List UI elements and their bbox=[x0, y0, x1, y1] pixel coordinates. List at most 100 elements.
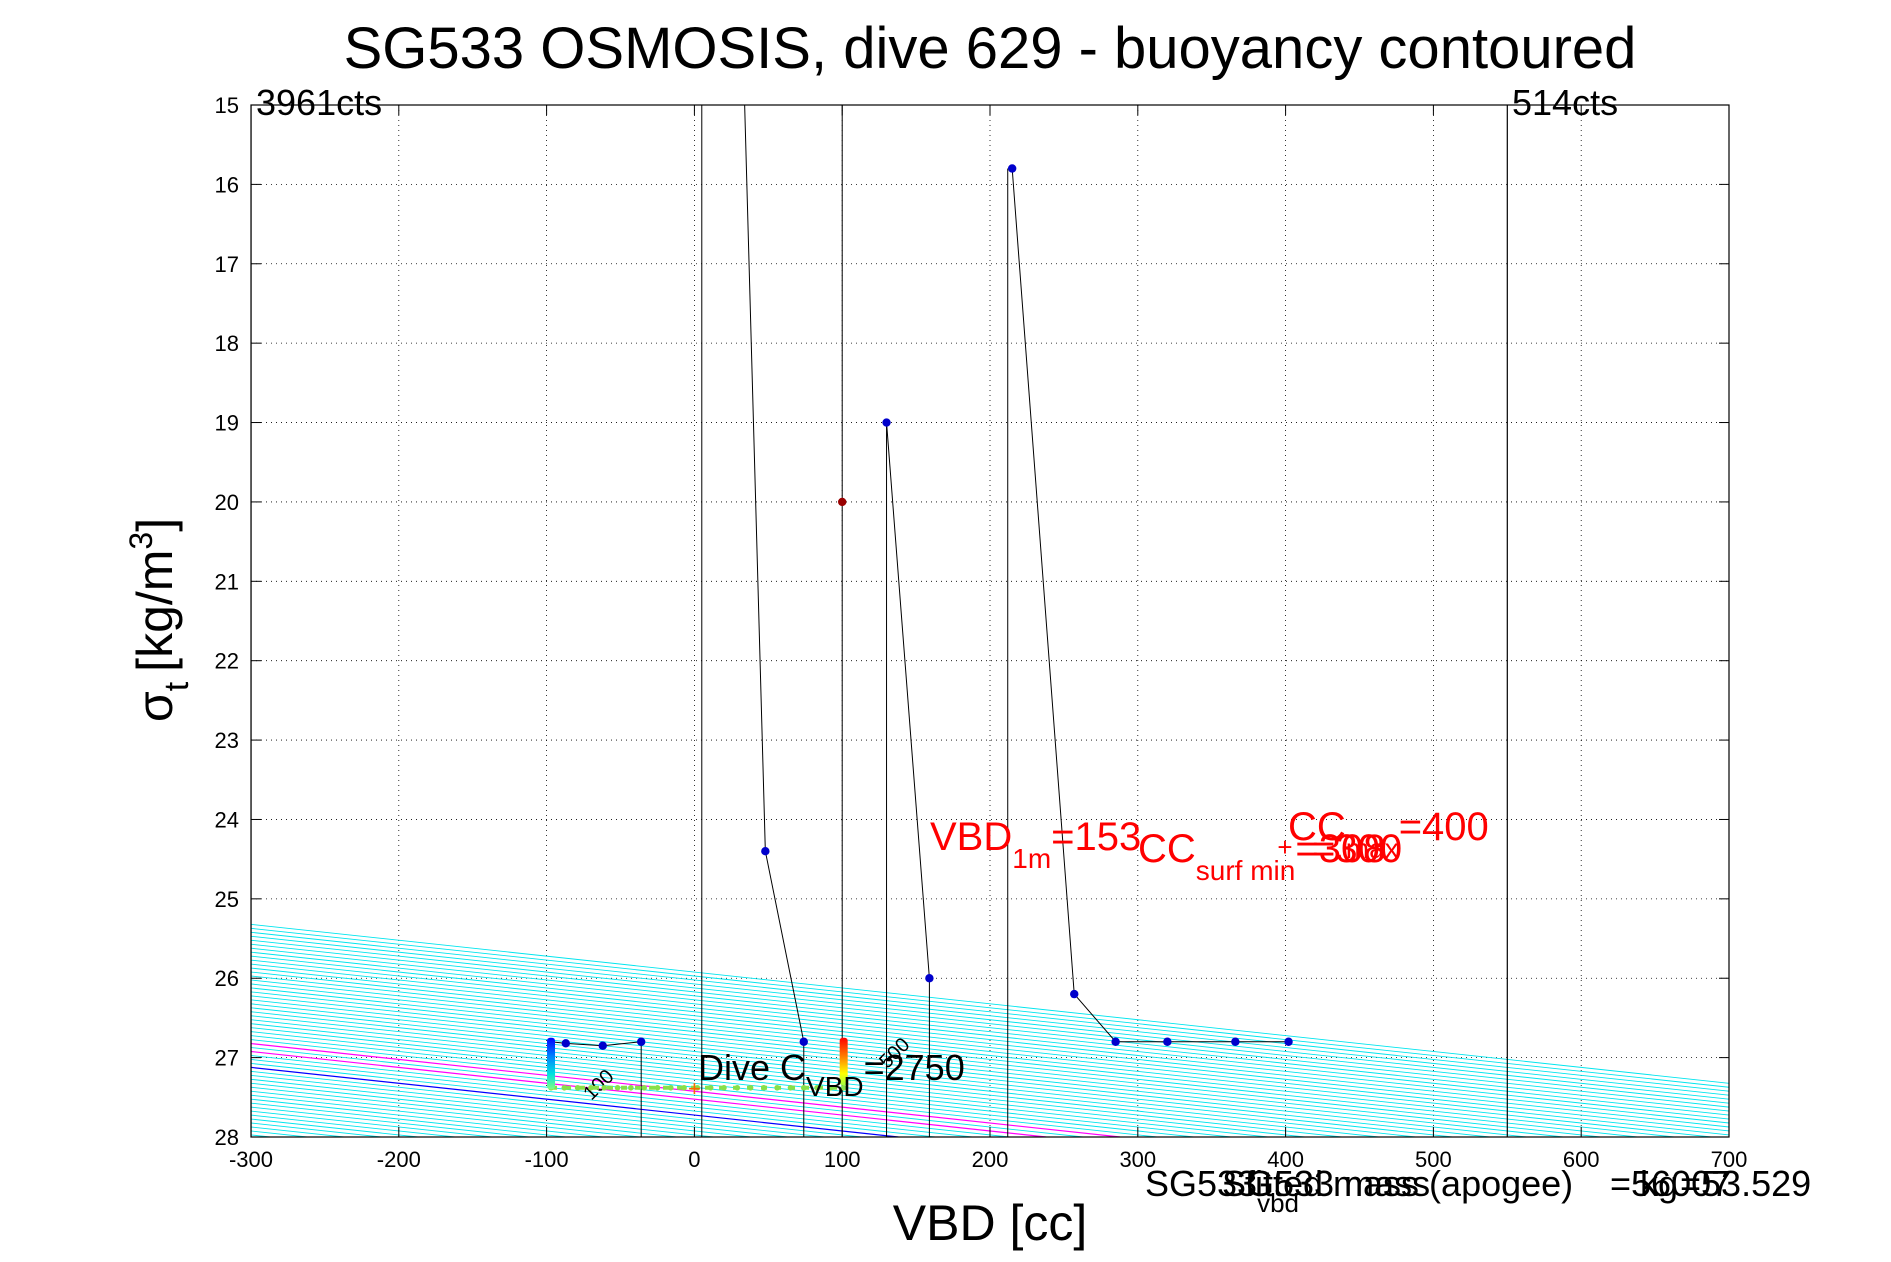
green-series-point bbox=[827, 1084, 834, 1091]
buoyancy-contours bbox=[0, 105, 1729, 1137]
x-tick-label: 0 bbox=[688, 1147, 700, 1172]
y-tick-label: 21 bbox=[215, 569, 239, 594]
data-point bbox=[761, 847, 770, 856]
mass-overlay-annotation: SG533 mass bbox=[1222, 1163, 1430, 1204]
count-label-left: 3961cts bbox=[256, 82, 382, 123]
y-tick-label: 19 bbox=[215, 411, 239, 436]
green-series-point bbox=[814, 1084, 820, 1091]
colored-column-left bbox=[547, 1037, 556, 1090]
data-point bbox=[1231, 1037, 1240, 1046]
contour-line bbox=[0, 105, 122, 1137]
x-tick-label: -200 bbox=[377, 1147, 421, 1172]
y-axis-close: ] bbox=[127, 518, 183, 532]
y-tick-label: 22 bbox=[215, 649, 239, 674]
fitted-mass-overlay-annotation: fitted mass (apogee) bbox=[1245, 1163, 1573, 1204]
x-tick-label: 500 bbox=[1415, 1147, 1452, 1172]
green-series-point bbox=[654, 1084, 661, 1091]
x-tick-label: 400 bbox=[1267, 1147, 1304, 1172]
y-tick-label: 16 bbox=[215, 172, 239, 197]
contour-line bbox=[0, 105, 85, 1137]
green-series-point bbox=[614, 1084, 621, 1091]
contour-line bbox=[0, 105, 49, 1137]
contour-line bbox=[251, 923, 1729, 1084]
mass-value-overlay: =56007 bbox=[1610, 1163, 1731, 1204]
green-series-point bbox=[641, 1084, 647, 1091]
data-point bbox=[636, 1037, 646, 1046]
y-tick-label: 26 bbox=[215, 966, 239, 991]
x-tick-label: 600 bbox=[1563, 1147, 1600, 1172]
y-tick-label: 25 bbox=[215, 887, 239, 912]
cc-surf-min-annotation: CCsurf min=308 bbox=[1138, 827, 1385, 886]
contour-line bbox=[0, 105, 12, 1137]
contour-line bbox=[251, 947, 1729, 1108]
contour-line bbox=[251, 943, 1729, 1104]
axis-ticks: -300 -200 -100 0 100 200 300 400 500 600 700 15 16 17… bbox=[215, 93, 1748, 1172]
dive-c-vbd-annotation: Dive CVBD=2750 bbox=[698, 1047, 965, 1102]
green-series-point bbox=[574, 1084, 581, 1091]
green-series-point bbox=[694, 1084, 701, 1091]
y-axis-sup: 3 bbox=[123, 532, 159, 550]
data-point bbox=[882, 418, 891, 427]
data-point bbox=[925, 974, 934, 983]
green-series-point bbox=[667, 1084, 674, 1091]
data-point bbox=[561, 1039, 571, 1048]
x-tick-label: 200 bbox=[972, 1147, 1009, 1172]
y-tick-label: 27 bbox=[215, 1046, 239, 1071]
y-axis-label: σt [kg/m3] bbox=[123, 518, 196, 722]
y-tick-label: 28 bbox=[215, 1125, 239, 1150]
green-series-point bbox=[774, 1084, 780, 1091]
green-series-point bbox=[561, 1084, 568, 1091]
data-point bbox=[1070, 989, 1079, 999]
y-axis-unit: [kg/m bbox=[127, 550, 183, 672]
contour-line bbox=[251, 935, 1729, 1096]
green-series-point bbox=[840, 1084, 847, 1091]
data-point bbox=[1284, 1037, 1293, 1046]
green-series-point bbox=[761, 1084, 767, 1091]
green-series-point bbox=[707, 1084, 714, 1091]
data-point bbox=[1163, 1037, 1172, 1046]
green-series-point bbox=[588, 1084, 594, 1091]
y-tick-label: 20 bbox=[215, 490, 239, 515]
y-axis-sub: t bbox=[158, 681, 196, 691]
x-tick-label: 100 bbox=[824, 1147, 861, 1172]
x-axis-label: VBD [cc] bbox=[893, 1195, 1087, 1251]
y-tick-label: 18 bbox=[215, 331, 239, 356]
y-tick-label: 15 bbox=[215, 93, 239, 118]
green-series-point bbox=[721, 1084, 727, 1091]
green-series-point bbox=[800, 1084, 807, 1091]
x-tick-label: 300 bbox=[1119, 1147, 1156, 1172]
contour-line bbox=[251, 955, 1729, 1116]
green-series-point bbox=[787, 1084, 794, 1091]
cc-surf-overlay-value: =300 bbox=[1312, 827, 1402, 871]
y-tick-label: 23 bbox=[215, 728, 239, 753]
contour-line bbox=[251, 959, 1729, 1120]
green-series-point bbox=[681, 1084, 687, 1091]
y-tick-label: 24 bbox=[215, 807, 239, 832]
y-tick-label: 17 bbox=[215, 252, 239, 277]
cc-max-annotation: CCmax=400 bbox=[1288, 805, 1489, 864]
x-tick-label: -100 bbox=[525, 1147, 569, 1172]
profile-series: + bbox=[251, 105, 1508, 1137]
profile-line bbox=[1011, 168, 1289, 1043]
contour-line bbox=[251, 951, 1729, 1112]
data-point bbox=[1007, 164, 1017, 173]
data-point bbox=[1111, 1037, 1120, 1046]
vbd-1m-annotation: VBD1m=153 bbox=[930, 815, 1141, 874]
chart-title: SG533 OSMOSIS, dive 629 - buoyancy conto… bbox=[344, 16, 1637, 81]
data-point bbox=[598, 1041, 607, 1050]
fitted-mass-value: =53.529 bbox=[1680, 1163, 1811, 1204]
green-series-point bbox=[734, 1084, 741, 1091]
green-series-point bbox=[628, 1084, 634, 1091]
svg-text:σt[kg/m3]: σt [kg/m3] bbox=[123, 518, 196, 722]
colored-column-right bbox=[839, 1037, 848, 1086]
count-label-right: 514cts bbox=[1512, 82, 1618, 123]
data-point bbox=[838, 497, 847, 507]
data-point bbox=[799, 1037, 808, 1046]
x-tick-label: -300 bbox=[229, 1147, 273, 1172]
contour-line bbox=[0, 105, 233, 1137]
green-series-point bbox=[601, 1084, 608, 1091]
contour-line bbox=[251, 931, 1729, 1092]
x-tick-label: 700 bbox=[1711, 1147, 1748, 1172]
cc-marker: + bbox=[1277, 832, 1292, 862]
